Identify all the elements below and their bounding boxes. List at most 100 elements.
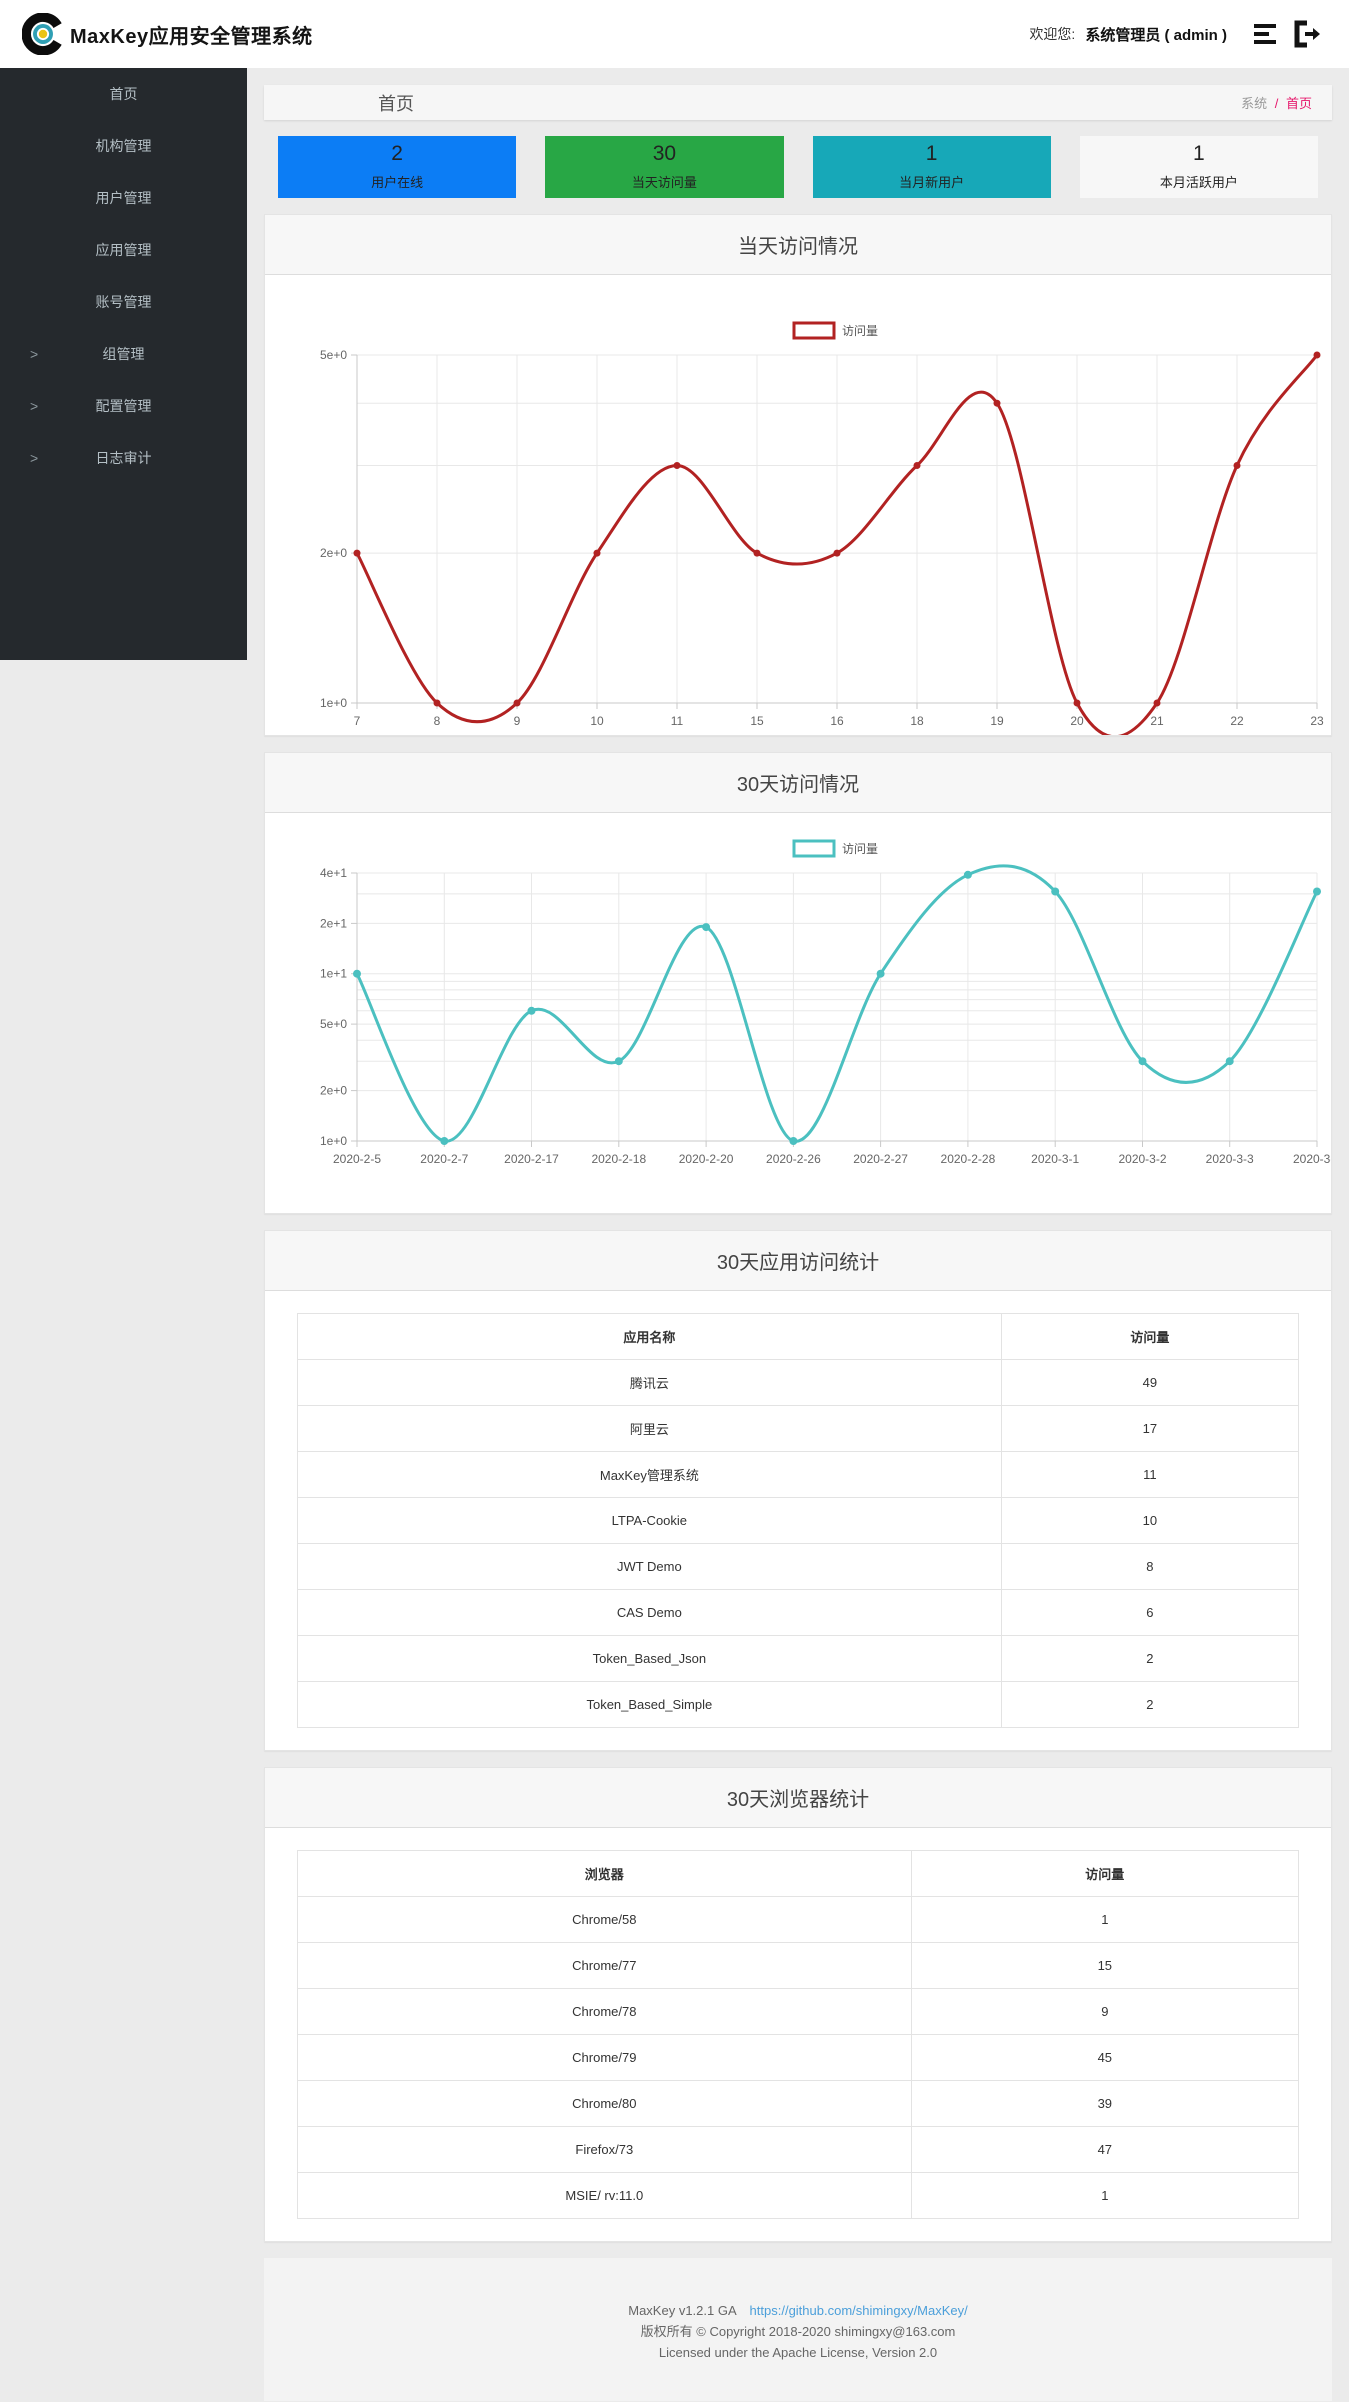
- sidebar-item-label: 配置管理: [95, 398, 152, 414]
- svg-text:1e+0: 1e+0: [320, 1134, 347, 1148]
- table-cell: 1: [910, 2172, 1300, 2219]
- table-header-row: 应用名称 访问量: [297, 1313, 1300, 1360]
- svg-text:5e+0: 5e+0: [320, 1017, 347, 1031]
- breadcrumb-separator: /: [1274, 96, 1279, 111]
- table-cell: 9: [910, 1988, 1300, 2035]
- logout-icon[interactable]: [1291, 20, 1323, 48]
- table-row: 阿里云 17: [297, 1405, 1300, 1452]
- table-cell: 腾讯云: [297, 1359, 1002, 1406]
- table-cell: 49: [1000, 1359, 1300, 1406]
- table-cell: 8: [1000, 1543, 1300, 1590]
- panel-header: 30天应用访问统计: [265, 1231, 1331, 1291]
- breadcrumb-current[interactable]: 首页: [1285, 96, 1312, 111]
- table-header-cell: 应用名称: [297, 1313, 1002, 1360]
- app-header: MaxKey应用安全管理系统 欢迎您: 系统管理员 ( admin ): [0, 0, 1349, 68]
- panel-title-month-visits: 30天访问情况: [736, 774, 860, 796]
- app-visits-table: 应用名称 访问量 腾讯云 49 阿里云 17 MaxKey管理系统 11 LTPA-Cookie…: [265, 1291, 1331, 1750]
- sidebar-item-account[interactable]: 账号管理: [0, 276, 247, 328]
- table-header-cell: 访问量: [1000, 1313, 1300, 1360]
- svg-text:18: 18: [910, 714, 924, 728]
- sidebar-item-audit[interactable]: > 日志审计: [0, 432, 247, 484]
- sidebar-item-label: 用户管理: [95, 190, 152, 206]
- stat-card-today-visits: 30 当天访问量: [545, 136, 784, 198]
- table-cell: 11: [1000, 1451, 1300, 1498]
- sidebar-item-user[interactable]: 用户管理: [0, 172, 247, 224]
- sidebar-item-label: 应用管理: [95, 242, 152, 258]
- footer-github-link[interactable]: https://github.com/shimingxy/MaxKey/: [749, 2303, 968, 2318]
- table-header-cell: 访问量: [910, 1850, 1300, 1897]
- stat-label: 当天访问量: [631, 175, 697, 190]
- panel-title-browser-stats: 30天浏览器统计: [726, 1789, 870, 1811]
- table-header-cell: 浏览器: [297, 1850, 912, 1897]
- svg-text:2020-2-28: 2020-2-28: [941, 1152, 996, 1166]
- svg-text:2020-3-8: 2020-3-8: [1293, 1152, 1331, 1166]
- stat-card-active-users-month: 1 本月活跃用户: [1079, 136, 1318, 198]
- table-row: Token_Based_Simple 2: [297, 1681, 1300, 1728]
- table-cell: MaxKey管理系统: [297, 1451, 1002, 1498]
- svg-text:21: 21: [1150, 714, 1164, 728]
- panel-header: 30天访问情况: [265, 753, 1331, 813]
- panel-title-today-visits: 当天访问情况: [738, 236, 858, 258]
- svg-text:8: 8: [434, 714, 441, 728]
- sidebar-item-config[interactable]: > 配置管理: [0, 380, 247, 432]
- browser-visits-table: 浏览器 访问量 Chrome/58 1 Chrome/77 15 Chrome/78 9 Chr…: [265, 1828, 1331, 2241]
- panel-month-visits: 30天访问情况 4e+1 2e+1 1e+1 5e+0 2e+0 1e+0 2020-2-5…: [264, 752, 1332, 1214]
- breadcrumb-root: 系统: [1241, 96, 1268, 111]
- table-row: MaxKey管理系统 11: [297, 1451, 1300, 1498]
- welcome-text: 欢迎您:: [1029, 26, 1076, 42]
- table-cell: Chrome/77: [297, 1942, 912, 1989]
- table-cell: 10: [1000, 1497, 1300, 1544]
- sidebar-item-org[interactable]: 机构管理: [0, 120, 247, 172]
- table-cell: 阿里云: [297, 1405, 1002, 1452]
- sidebar-item-app[interactable]: 应用管理: [0, 224, 247, 276]
- svg-text:访问量: 访问量: [842, 842, 878, 856]
- sidebar: 首页 机构管理 用户管理 应用管理 账号管理 > 组管理 > 配置管理 > 日志审计: [0, 68, 247, 2402]
- breadcrumb-trail: 系统 / 首页: [1241, 93, 1312, 112]
- list-icon[interactable]: [1251, 20, 1283, 48]
- chevron-right-icon: >: [30, 450, 39, 466]
- table-cell: JWT Demo: [297, 1543, 1002, 1590]
- svg-text:4e+1: 4e+1: [320, 866, 347, 880]
- today-visits-chart: 5e+0 2e+0 1e+0 7 8 9 10 11 15 16 18 19 20 21 22 23 访问量: [265, 275, 1331, 735]
- svg-text:2e+0: 2e+0: [320, 1084, 347, 1098]
- sidebar-item-label: 日志审计: [95, 450, 152, 466]
- table-cell: MSIE/ rv:11.0: [297, 2172, 912, 2219]
- stat-value: 2: [391, 142, 403, 165]
- stat-value: 30: [652, 142, 677, 165]
- table-cell: Chrome/79: [297, 2034, 912, 2081]
- month-visits-chart: 4e+1 2e+1 1e+1 5e+0 2e+0 1e+0 2020-2-5 2020-2-7…: [265, 813, 1331, 1213]
- svg-text:1e+0: 1e+0: [320, 696, 347, 710]
- sidebar-item-group[interactable]: > 组管理: [0, 328, 247, 380]
- table-row: 腾讯云 49: [297, 1359, 1300, 1406]
- chevron-right-icon: >: [30, 398, 39, 414]
- footer-license: Licensed under the Apache License, Versi…: [658, 2345, 938, 2360]
- table-header-row: 浏览器 访问量: [297, 1850, 1300, 1897]
- table-cell: Chrome/58: [297, 1896, 912, 1943]
- footer: MaxKey v1.2.1 GA https://github.com/shim…: [264, 2258, 1332, 2401]
- table-cell: LTPA-Cookie: [297, 1497, 1002, 1544]
- svg-text:23: 23: [1310, 714, 1324, 728]
- svg-text:2020-2-20: 2020-2-20: [679, 1152, 734, 1166]
- panel-title-app-stats: 30天应用访问统计: [716, 1252, 880, 1274]
- svg-text:2020-2-5: 2020-2-5: [333, 1152, 381, 1166]
- svg-text:2020-2-26: 2020-2-26: [766, 1152, 821, 1166]
- table-row: Firefox/73 47: [297, 2126, 1300, 2173]
- svg-text:9: 9: [514, 714, 521, 728]
- sidebar-item-home[interactable]: 首页: [0, 68, 247, 120]
- table-cell: CAS Demo: [297, 1589, 1002, 1636]
- table-row: Chrome/77 15: [297, 1942, 1300, 1989]
- main-content: 首页 系统 / 首页 2 用户在线 30 当天访问量 1 当月新用户 1 本月活跃用户 当天访…: [247, 68, 1349, 2402]
- table-cell: 2: [1000, 1681, 1300, 1728]
- table-row: MSIE/ rv:11.0 1: [297, 2172, 1300, 2219]
- sidebar-item-label: 首页: [109, 86, 138, 102]
- table-row: Chrome/78 9: [297, 1988, 1300, 2035]
- table-cell: 39: [910, 2080, 1300, 2127]
- table-cell: 1: [910, 1896, 1300, 1943]
- svg-text:19: 19: [990, 714, 1004, 728]
- svg-text:16: 16: [830, 714, 844, 728]
- stat-value: 1: [925, 142, 938, 165]
- panel-header: 30天浏览器统计: [265, 1768, 1331, 1828]
- chevron-right-icon: >: [30, 346, 39, 362]
- panel-header: 当天访问情况: [265, 215, 1331, 275]
- footer-copyright: 版权所有 © Copyright 2018-2020 shimingxy@163…: [640, 2324, 956, 2339]
